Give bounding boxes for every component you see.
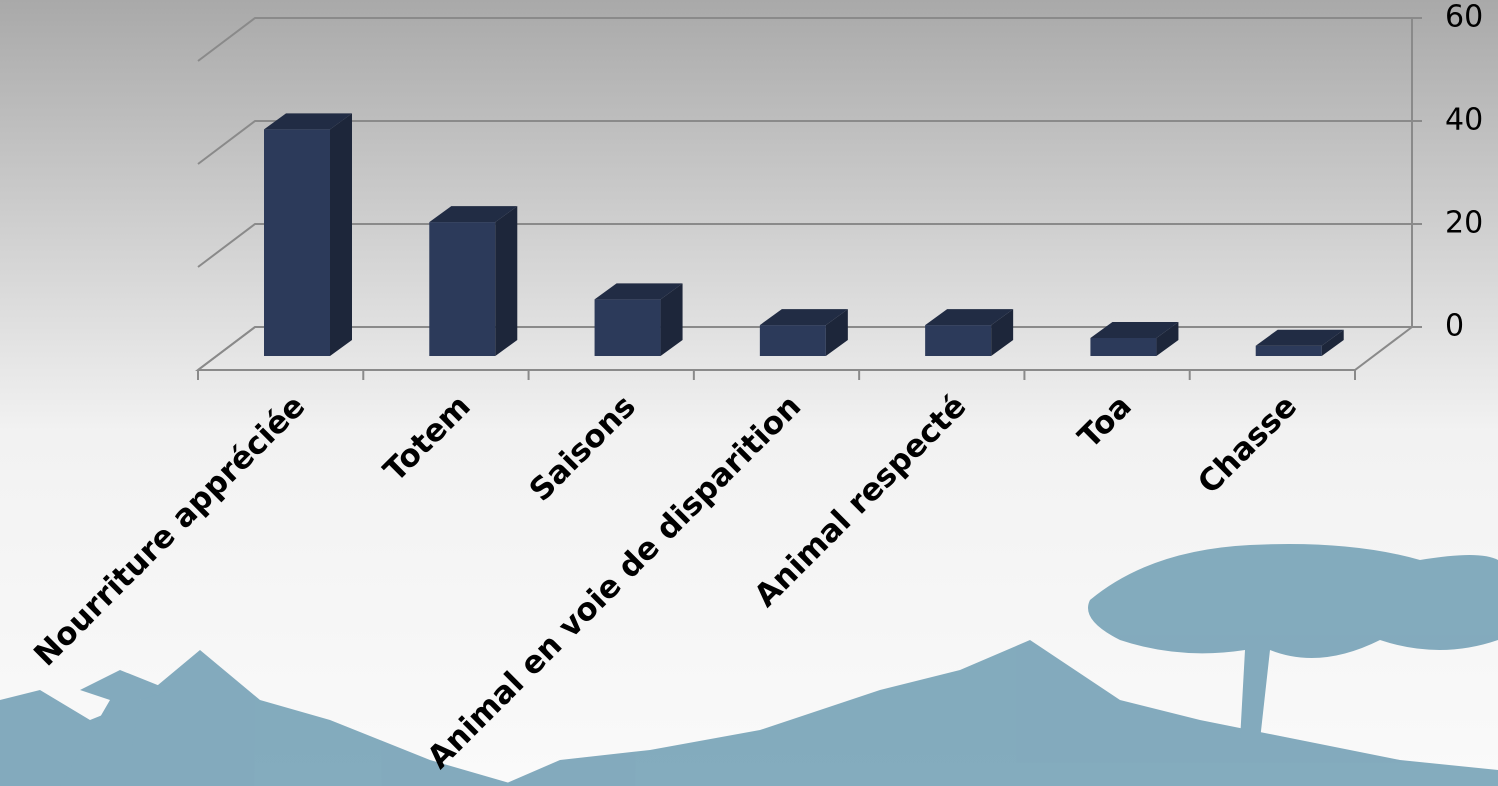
bar-top	[1255, 329, 1344, 346]
grid-line	[197, 223, 1412, 268]
bar-top	[925, 309, 1014, 326]
bar	[429, 206, 518, 356]
bar-front	[594, 299, 661, 356]
grid-line	[197, 326, 1412, 371]
bar-side	[991, 309, 1014, 356]
bar	[264, 113, 352, 357]
bar	[1090, 321, 1179, 356]
bar-side	[825, 309, 848, 356]
bar-front	[1090, 337, 1157, 356]
landscape-silhouette	[0, 544, 1498, 786]
bar-top	[1090, 321, 1179, 338]
y-tick-label: 0	[1445, 309, 1464, 344]
bar-top	[264, 113, 352, 130]
grid-line	[197, 17, 1412, 62]
bar-front	[759, 325, 826, 356]
grid-line	[197, 120, 1412, 165]
bar-top	[429, 206, 518, 223]
bar-top	[759, 309, 848, 326]
bar-front	[925, 325, 992, 356]
bar-side	[1156, 321, 1179, 356]
bar-side	[1321, 329, 1344, 356]
bar-side	[660, 283, 683, 356]
bar	[759, 309, 848, 356]
bar-top	[594, 283, 683, 300]
bar-side	[330, 113, 352, 357]
y-tick-label: 40	[1445, 103, 1483, 138]
bar-side	[495, 206, 518, 356]
bar	[594, 283, 683, 356]
y-tick-label: 60	[1445, 0, 1483, 35]
bar-front	[264, 129, 330, 356]
bar-front	[429, 222, 496, 356]
bar	[1255, 329, 1344, 356]
bar-front	[1255, 345, 1322, 356]
y-tick-label: 20	[1445, 206, 1483, 241]
bar	[925, 309, 1014, 356]
